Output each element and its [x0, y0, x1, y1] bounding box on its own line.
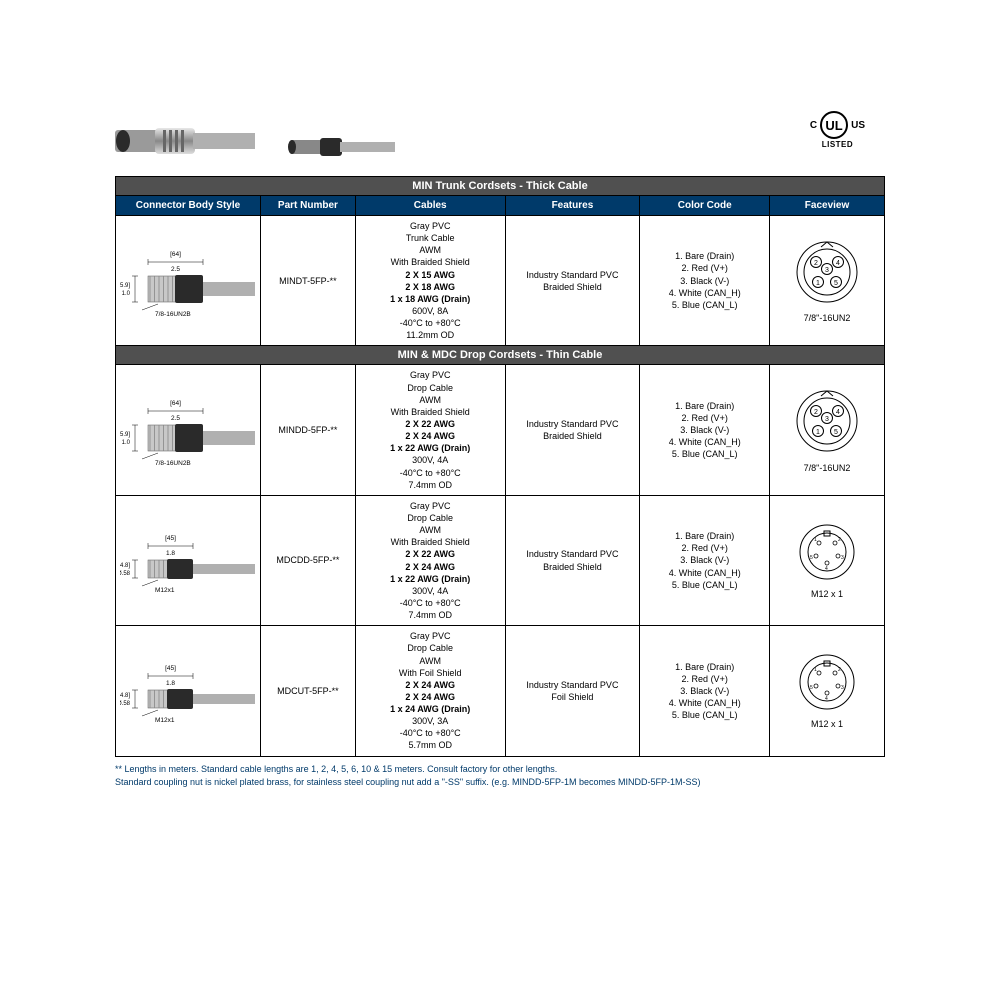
faceview-cell: 1 2 3 4 5 M12 x 1: [770, 626, 885, 756]
faceview-cell: 1 2 3 4 5 M12 x 1: [770, 495, 885, 625]
features-cell: Industry Standard PVCBraided Shield: [505, 365, 640, 495]
col-cables: Cables: [355, 196, 505, 216]
svg-text:2: 2: [814, 409, 818, 416]
col-part-number: Part Number: [260, 196, 355, 216]
ul-left: C: [810, 120, 817, 131]
ul-icon: UL: [819, 110, 849, 140]
table-row: [64] 2.5 [25.9] 1.0 7/8-16UN2B MINDD-5FP…: [116, 365, 885, 495]
color-code-cell: 1. Bare (Drain)2. Red (V+)3. Black (V-)4…: [640, 626, 770, 756]
part-number-cell: MDCDD-5FP-**: [260, 495, 355, 625]
svg-text:[14.8]: [14.8]: [120, 563, 130, 569]
svg-text:5: 5: [834, 429, 838, 436]
color-code-cell: 1. Bare (Drain)2. Red (V+)3. Black (V-)4…: [640, 216, 770, 346]
svg-text:3: 3: [825, 267, 829, 274]
svg-text:[45]: [45]: [166, 665, 177, 672]
svg-text:4: 4: [836, 409, 840, 416]
col-body-style: Connector Body Style: [116, 196, 261, 216]
column-header-row: Connector Body Style Part Number Cables …: [116, 196, 885, 216]
svg-text:M12x1: M12x1: [155, 717, 175, 724]
svg-text:2: 2: [838, 667, 841, 673]
footnotes: ** Lengths in meters. Standard cable len…: [115, 763, 885, 790]
svg-text:[14.8]: [14.8]: [120, 693, 130, 699]
page: C UL US LISTED MIN Trunk Cordsets - Thic…: [0, 0, 1000, 790]
connector-photo-small: [285, 120, 395, 170]
svg-text:7/8-16UN2B: 7/8-16UN2B: [155, 311, 191, 318]
svg-text:1: 1: [816, 280, 820, 287]
table-row: [64] 2.5 [25.9] 1.0 7/8-16UN2B MINDT-5FP…: [116, 216, 885, 346]
cables-cell: Gray PVCDrop CableAWMWith Braided Shield…: [355, 365, 505, 495]
svg-text:7/8-16UN2B: 7/8-16UN2B: [155, 460, 191, 467]
svg-text:1.8: 1.8: [166, 550, 175, 557]
col-features: Features: [505, 196, 640, 216]
svg-text:2: 2: [814, 260, 818, 267]
ul-right: US: [851, 120, 865, 131]
svg-text:1: 1: [814, 667, 817, 673]
svg-text:5: 5: [810, 555, 813, 561]
ul-certification-badge: C UL US LISTED: [810, 110, 865, 149]
body-style-cell: [64] 2.5 [25.9] 1.0 7/8-16UN2B: [116, 365, 261, 495]
svg-text:M12x1: M12x1: [155, 587, 175, 594]
col-color-code: Color Code: [640, 196, 770, 216]
table-row: [45] 1.8 [14.8] Ø.58 M12x1 MDCDD-5FP-** …: [116, 495, 885, 625]
features-cell: Industry Standard PVCBraided Shield: [505, 216, 640, 346]
svg-text:[25.9]: [25.9]: [120, 283, 130, 289]
footnote-1: ** Lengths in meters. Standard cable len…: [115, 763, 885, 777]
svg-text:Ø.58: Ø.58: [120, 571, 131, 577]
svg-text:3: 3: [841, 555, 844, 561]
body-style-cell: [45] 1.8 [14.8] Ø.58 M12x1: [116, 495, 261, 625]
part-number-cell: MINDT-5FP-**: [260, 216, 355, 346]
svg-text:4: 4: [825, 566, 828, 572]
faceview-cell: 2 4 3 1 5 7/8"-16UN2: [770, 365, 885, 495]
cables-cell: Gray PVCDrop CableAWMWith Braided Shield…: [355, 495, 505, 625]
part-number-cell: MINDD-5FP-**: [260, 365, 355, 495]
svg-text:UL: UL: [825, 118, 842, 133]
svg-text:[64]: [64]: [171, 400, 182, 407]
cables-cell: Gray PVCDrop CableAWMWith Foil Shield 2 …: [355, 626, 505, 756]
color-code-cell: 1. Bare (Drain)2. Red (V+)3. Black (V-)4…: [640, 495, 770, 625]
body-style-cell: [64] 2.5 [25.9] 1.0 7/8-16UN2B: [116, 216, 261, 346]
svg-text:[45]: [45]: [166, 535, 177, 542]
body-style-cell: [45] 1.8 [14.8] Ø.58 M12x1: [116, 626, 261, 756]
part-number-cell: MDCUT-5FP-**: [260, 626, 355, 756]
svg-text:5: 5: [810, 685, 813, 691]
table-row: [45] 1.8 [14.8] Ø.58 M12x1 MDCUT-5FP-** …: [116, 626, 885, 756]
svg-text:2.5: 2.5: [171, 415, 180, 422]
svg-text:Ø.58: Ø.58: [120, 701, 131, 707]
svg-text:2: 2: [838, 537, 841, 543]
svg-text:4: 4: [836, 260, 840, 267]
svg-text:2.5: 2.5: [171, 266, 180, 273]
svg-text:1: 1: [814, 537, 817, 543]
svg-text:[64]: [64]: [171, 251, 182, 258]
features-cell: Industry Standard PVCBraided Shield: [505, 495, 640, 625]
color-code-cell: 1. Bare (Drain)2. Red (V+)3. Black (V-)4…: [640, 365, 770, 495]
ul-listed: LISTED: [810, 140, 865, 149]
footnote-2: Standard coupling nut is nickel plated b…: [115, 776, 885, 790]
svg-text:5: 5: [834, 280, 838, 287]
section-header-2: MIN & MDC Drop Cordsets - Thin Cable: [116, 346, 885, 365]
connector-photo-large: [115, 110, 255, 170]
cables-cell: Gray PVCTrunk CableAWMWith Braided Shiel…: [355, 216, 505, 346]
faceview-cell: 2 4 3 1 5 7/8"-16UN2: [770, 216, 885, 346]
section-header-1: MIN Trunk Cordsets - Thick Cable: [116, 177, 885, 196]
svg-text:3: 3: [825, 416, 829, 423]
header-images: C UL US LISTED: [115, 100, 885, 170]
svg-text:1.0: 1.0: [122, 291, 131, 297]
features-cell: Industry Standard PVCFoil Shield: [505, 626, 640, 756]
svg-text:4: 4: [825, 696, 828, 702]
svg-text:1: 1: [816, 429, 820, 436]
svg-text:1.0: 1.0: [122, 440, 131, 446]
spec-table: MIN Trunk Cordsets - Thick Cable Connect…: [115, 176, 885, 757]
col-faceview: Faceview: [770, 196, 885, 216]
svg-text:1.8: 1.8: [166, 680, 175, 687]
svg-text:3: 3: [841, 685, 844, 691]
svg-text:[25.9]: [25.9]: [120, 432, 130, 438]
